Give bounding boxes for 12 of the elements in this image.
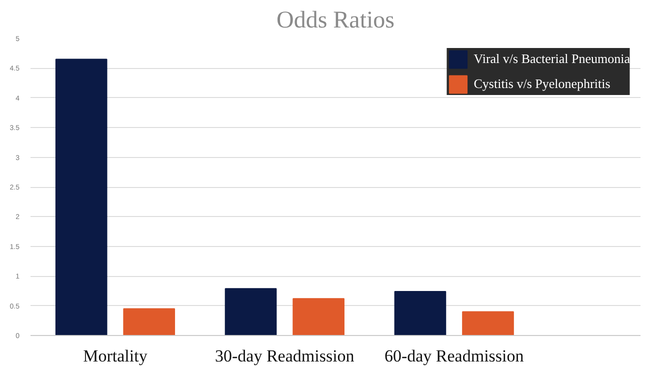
- legend-label: Cystitis v/s Pyelonephritis: [474, 76, 610, 92]
- x-tick-label: 60-day Readmission: [384, 346, 524, 366]
- bar: [394, 291, 446, 336]
- x-tick-label: 30-day Readmission: [215, 346, 355, 366]
- bar: [55, 58, 108, 336]
- legend-label: Viral v/s Bacterial Pneumonia: [474, 51, 630, 67]
- chart-title: Odds Ratios: [276, 8, 395, 34]
- bar: [123, 308, 176, 336]
- bar: [292, 298, 344, 336]
- bar: [224, 288, 277, 336]
- bar: [462, 311, 514, 336]
- x-tick-label: Mortality: [83, 346, 148, 366]
